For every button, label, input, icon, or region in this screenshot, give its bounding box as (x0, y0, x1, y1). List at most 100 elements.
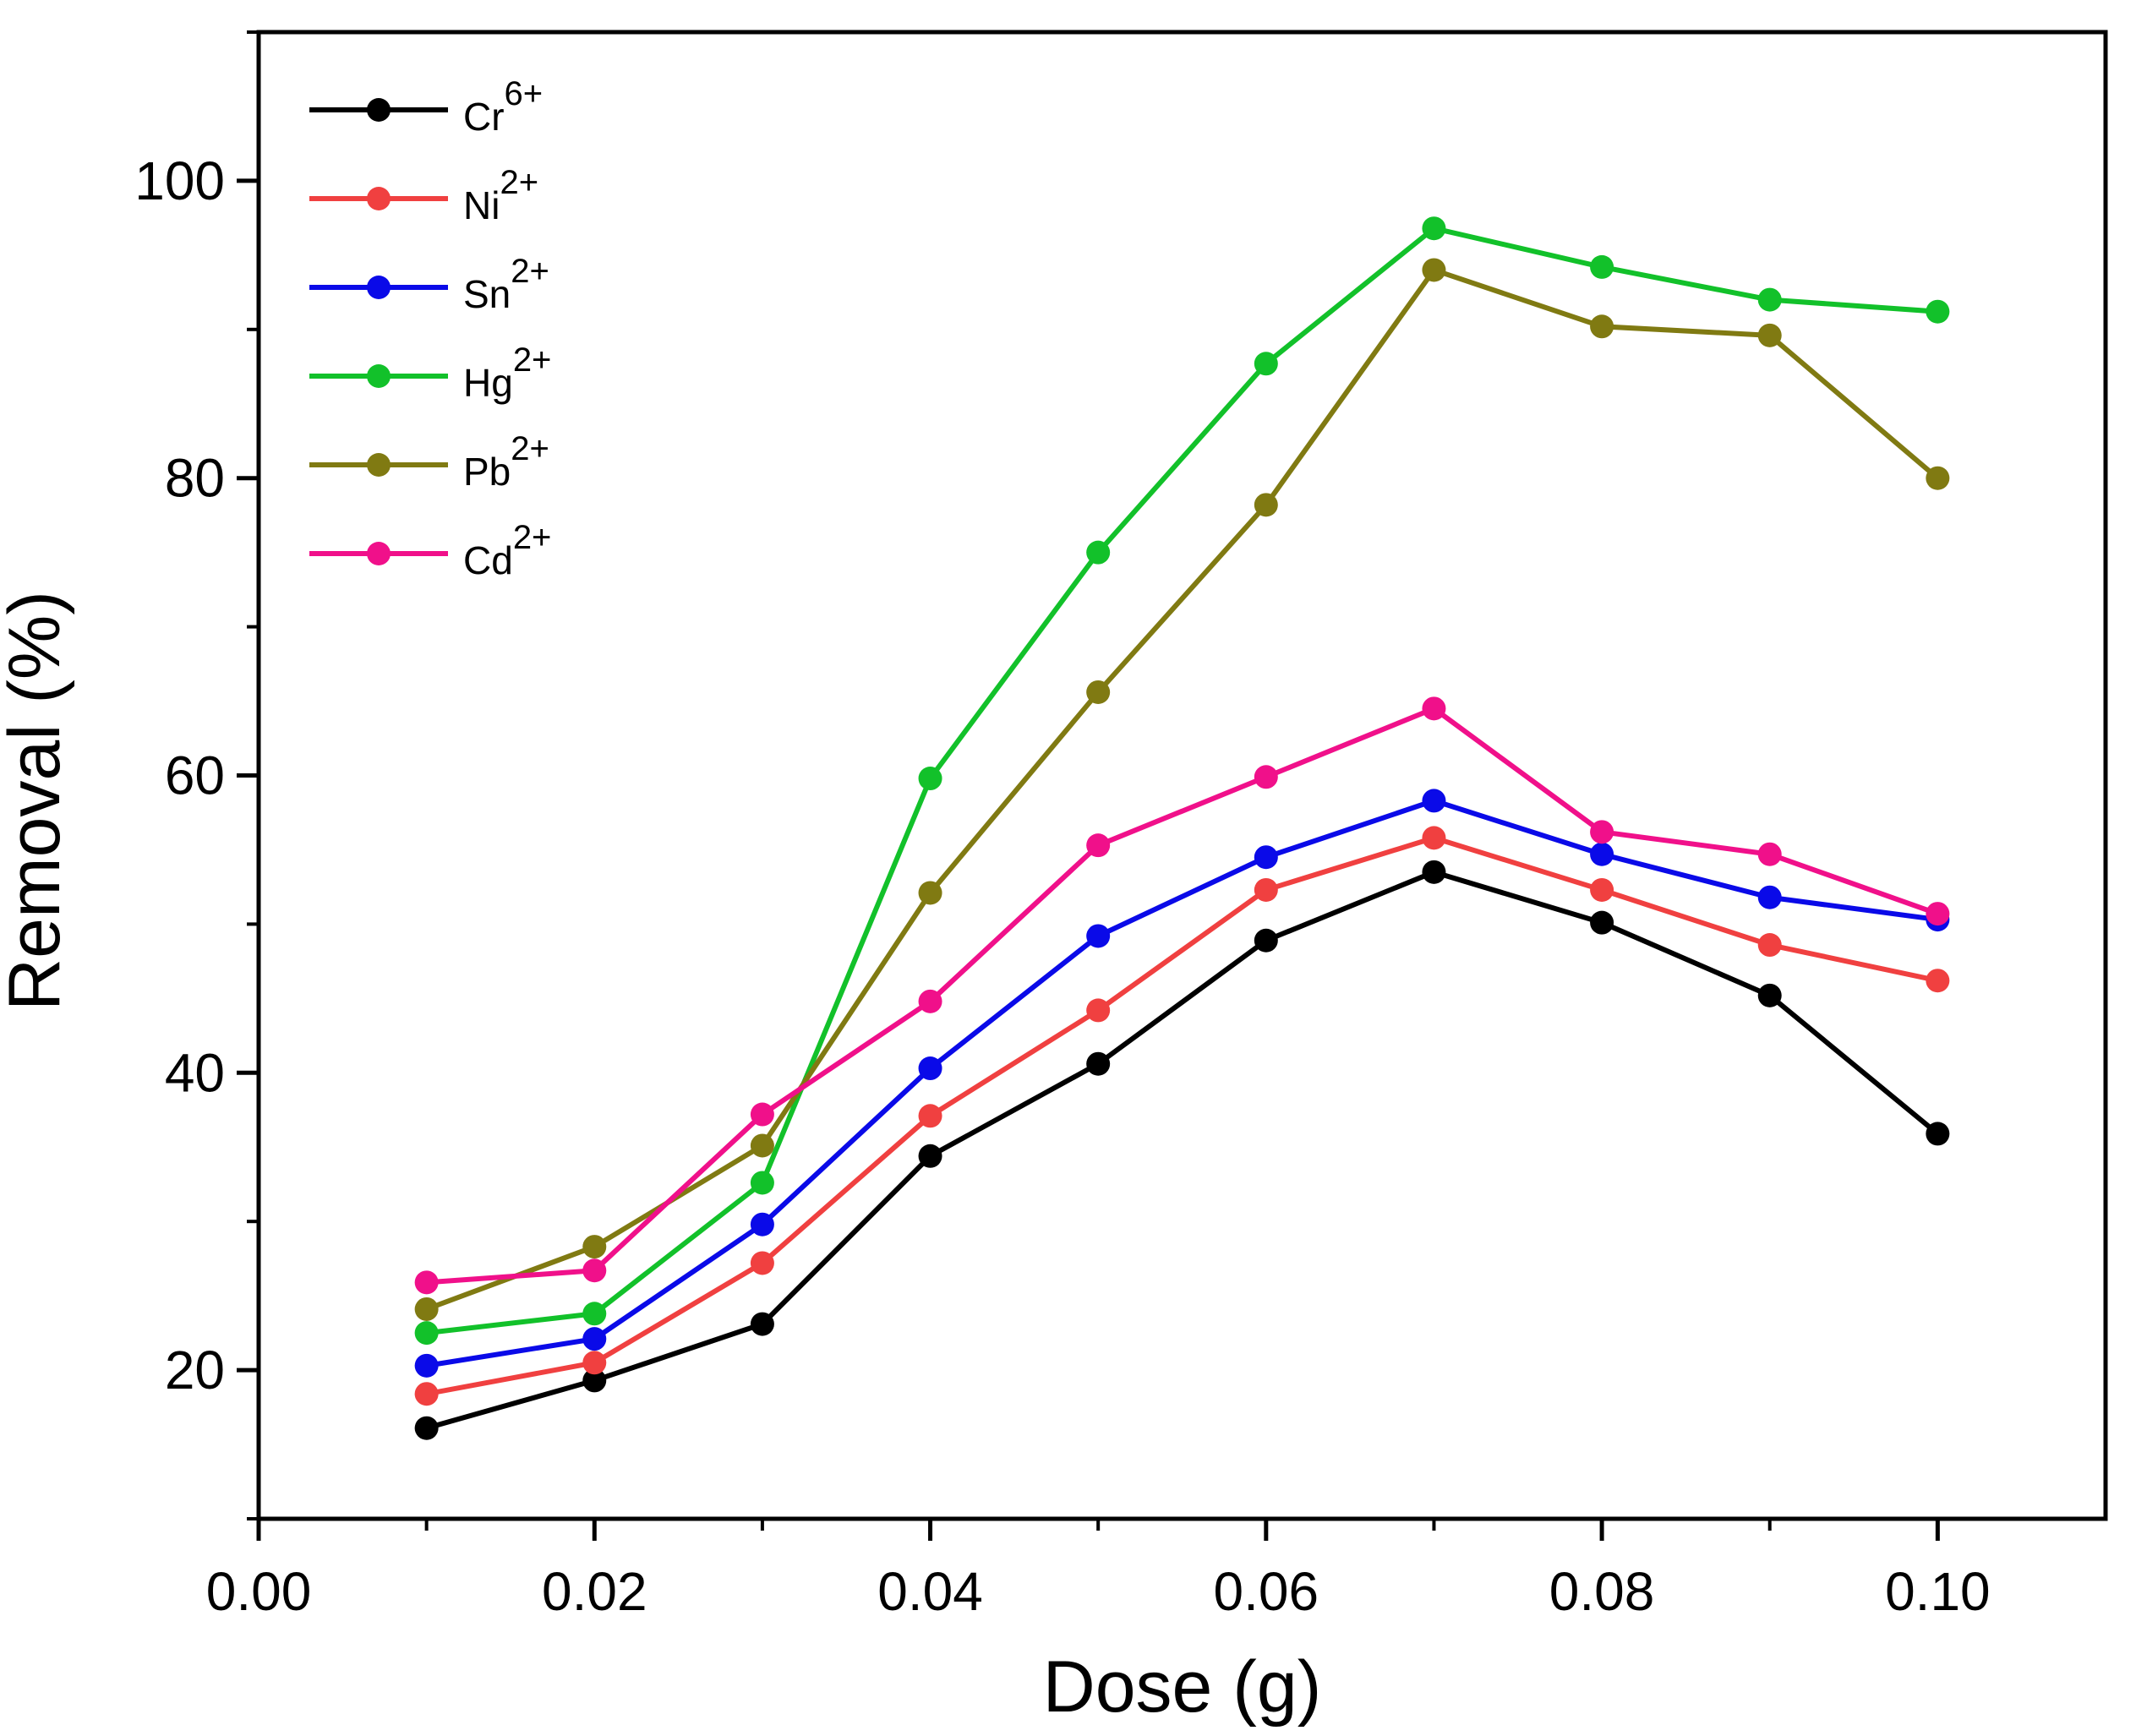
data-point (1254, 765, 1278, 789)
data-point (1422, 826, 1446, 850)
data-point (1086, 540, 1111, 565)
data-point (1926, 969, 1950, 993)
data-point (582, 1368, 607, 1393)
y-tick-label: 80 (165, 448, 225, 509)
x-tick-label: 0.10 (1885, 1561, 1991, 1622)
y-tick-label: 60 (165, 745, 225, 806)
x-axis-title: Dose (g) (1043, 1646, 1322, 1728)
data-point (414, 1270, 439, 1295)
data-point (1590, 314, 1614, 339)
data-point (750, 1312, 774, 1336)
data-point (1757, 323, 1782, 347)
legend-item-cr: Cr6+ (309, 75, 543, 139)
series-line (426, 835, 1938, 1397)
legend-label: Cd2+ (463, 519, 551, 582)
data-point (918, 1056, 942, 1081)
data-point (414, 1297, 439, 1321)
data-point (582, 1235, 607, 1259)
legend-label: Pb2+ (463, 430, 549, 494)
data-point (1086, 680, 1111, 704)
data-point (918, 989, 942, 1013)
data-point (414, 1321, 439, 1346)
legend-marker (367, 453, 391, 477)
data-point (582, 1258, 607, 1283)
series-ni (414, 826, 1950, 1406)
data-point (1086, 833, 1111, 858)
data-point (1590, 910, 1614, 935)
legend-label: Cr6+ (463, 75, 543, 139)
data-point (918, 1104, 942, 1128)
data-point (1254, 877, 1278, 902)
series-pb (414, 258, 1950, 1321)
data-point (750, 1171, 774, 1195)
data-point (1422, 216, 1446, 241)
x-tick-label: 0.08 (1549, 1561, 1655, 1622)
data-point (414, 1382, 439, 1406)
data-point (1757, 287, 1782, 312)
series-line (426, 226, 1938, 1336)
data-point (1086, 998, 1111, 1023)
legend-item-sn: Sn2+ (309, 253, 549, 316)
series-line (426, 798, 1938, 1368)
data-point (1926, 1122, 1950, 1146)
data-point (1757, 842, 1782, 866)
legend-item-cd: Cd2+ (309, 519, 551, 582)
data-point (582, 1302, 607, 1326)
y-axis-title: Removal (%) (0, 591, 75, 1011)
data-point (1926, 902, 1950, 926)
data-point (918, 881, 942, 905)
legend-marker (367, 98, 391, 122)
data-point (1757, 885, 1782, 909)
legend-marker (367, 364, 391, 388)
data-point (1590, 842, 1614, 866)
data-point (1926, 299, 1950, 324)
data-point (750, 1133, 774, 1158)
legend-marker (367, 542, 391, 565)
data-point (1254, 493, 1278, 517)
data-point (1926, 466, 1950, 490)
data-point (1422, 696, 1446, 721)
data-point (1757, 983, 1782, 1007)
data-point (1422, 258, 1446, 282)
x-axis: 0.00 0.02 0.04 0.06 0.08 0.10 (206, 1519, 1991, 1622)
series-line (426, 706, 1939, 1286)
data-point (1422, 789, 1446, 813)
legend-item-pb: Pb2+ (309, 430, 549, 494)
data-point (1590, 254, 1614, 279)
data-point (1086, 924, 1111, 948)
data-point (918, 1144, 942, 1168)
series-cd (414, 696, 1950, 1295)
legend-marker (367, 276, 391, 299)
legend: Cr6+ Ni2+ Sn2+ Hg2+ Pb2+ Cd2+ (309, 75, 551, 582)
data-point (918, 767, 942, 791)
data-point (1254, 845, 1278, 870)
series-sn (414, 789, 1950, 1378)
y-tick-label: 40 (165, 1042, 225, 1103)
legend-label: Ni2+ (463, 164, 538, 227)
data-point (1757, 933, 1782, 958)
series-line (425, 267, 1940, 1312)
x-tick-label: 0.02 (542, 1561, 647, 1622)
data-point (1086, 1051, 1111, 1076)
series-hg (414, 216, 1950, 1346)
data-point (1590, 820, 1614, 844)
legend-label: Hg2+ (463, 341, 551, 405)
data-point (414, 1416, 439, 1440)
data-point (750, 1102, 774, 1127)
series-layer (414, 216, 1950, 1440)
series-cr (414, 860, 1950, 1440)
legend-item-ni: Ni2+ (309, 164, 538, 227)
data-point (1590, 877, 1614, 902)
x-tick-label: 0.06 (1214, 1561, 1319, 1622)
data-point (1254, 352, 1278, 376)
data-point (414, 1353, 439, 1378)
x-tick-label: 0.04 (877, 1561, 983, 1622)
legend-label: Sn2+ (463, 253, 549, 316)
y-axis: 20 40 60 80 100 (134, 30, 259, 1520)
data-point (1254, 928, 1278, 953)
legend-marker (367, 187, 391, 210)
data-point (1422, 860, 1446, 884)
series-line (425, 869, 1940, 1431)
x-tick-label: 0.00 (206, 1561, 312, 1622)
